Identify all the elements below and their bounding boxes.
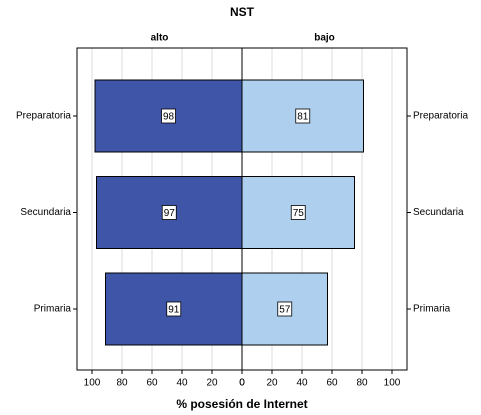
y-tick-label: Secundaria — [20, 207, 71, 218]
x-axis-label: % posesión de Internet — [176, 397, 307, 411]
x-tick-label: 20 — [266, 378, 278, 389]
x-tick-label: 0 — [239, 378, 245, 389]
value-label-box — [161, 205, 177, 220]
x-tick-label: 60 — [146, 378, 158, 389]
x-tick-label: 80 — [116, 378, 128, 389]
y-tick-label: Preparatoria — [413, 111, 468, 122]
value-label: 97 — [164, 208, 176, 219]
y-tick-label: Secundaria — [413, 207, 464, 218]
chart-title: NST — [230, 5, 255, 19]
x-tick-label: 80 — [356, 378, 368, 389]
panel-header: alto — [151, 33, 169, 44]
value-label-box — [166, 301, 182, 317]
x-tick-label: 100 — [384, 378, 401, 389]
y-tick-label: Preparatoria — [16, 111, 71, 122]
x-tick-label: 40 — [176, 378, 188, 389]
value-label-box — [290, 205, 306, 220]
x-tick-label: 60 — [326, 378, 338, 389]
value-label: 75 — [293, 208, 305, 219]
value-label: 81 — [297, 112, 309, 123]
value-label: 98 — [163, 112, 175, 123]
value-label-box — [277, 301, 293, 317]
value-label-box — [161, 108, 176, 124]
x-tick-label: 40 — [296, 378, 308, 389]
x-tick-label: 0 — [239, 378, 245, 389]
value-label-box — [295, 108, 311, 124]
x-tick-label: 100 — [84, 378, 101, 389]
y-tick-label: Primaria — [34, 304, 72, 315]
value-label: 91 — [168, 305, 180, 316]
y-tick-label: Primaria — [413, 304, 451, 315]
x-tick-label: 20 — [206, 378, 218, 389]
panel-header: bajo — [314, 33, 335, 44]
value-label: 57 — [279, 305, 291, 316]
